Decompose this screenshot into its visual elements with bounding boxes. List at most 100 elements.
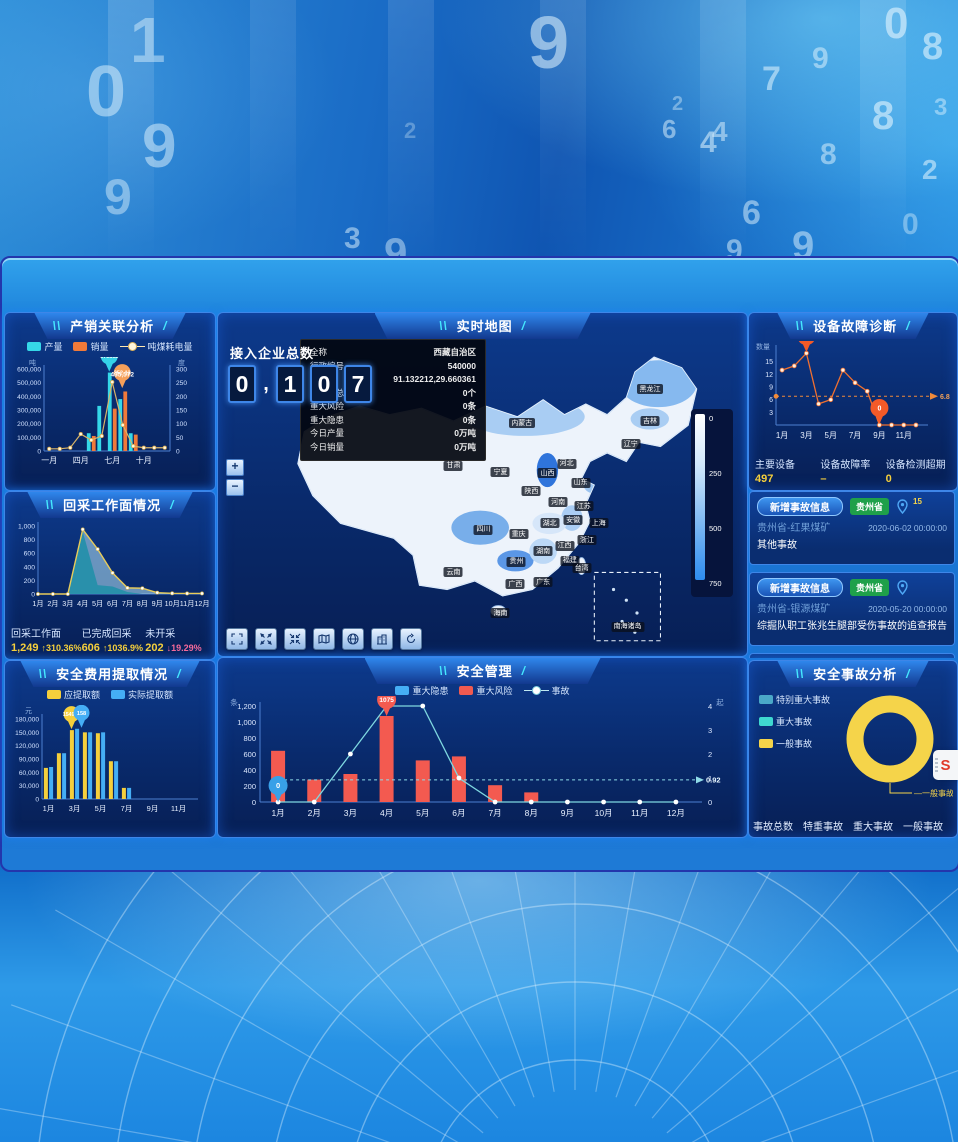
- svg-text:0: 0: [708, 798, 712, 807]
- province-label[interactable]: 海南: [490, 608, 510, 618]
- svg-text:4月: 4月: [380, 808, 393, 818]
- svg-text:1: 1: [708, 774, 712, 783]
- panel-title-text: 安全管理: [456, 664, 513, 679]
- svg-text:1,000: 1,000: [18, 524, 35, 531]
- svg-text:500,000: 500,000: [17, 380, 41, 387]
- svg-text:800: 800: [243, 734, 256, 743]
- panel-title: \\ 安全管理 /: [365, 658, 601, 684]
- province-label[interactable]: 辽宁: [621, 439, 641, 450]
- svg-text:4: 4: [708, 702, 712, 711]
- province-label[interactable]: 陕西: [521, 486, 541, 497]
- legend-item-power[interactable]: 吨煤耗电量: [119, 340, 193, 353]
- svg-text:15: 15: [765, 359, 773, 366]
- panel-title: \\ 设备故障诊断 /: [777, 313, 928, 339]
- svg-text:5月: 5月: [95, 804, 107, 813]
- province-label[interactable]: 山西: [537, 468, 557, 479]
- province-label[interactable]: 广西: [505, 579, 525, 590]
- province-label[interactable]: 宁夏: [490, 467, 510, 478]
- buildings-icon[interactable]: [371, 628, 393, 650]
- expand-icon[interactable]: [255, 628, 277, 650]
- panel-title: \\ 实时地图 /: [375, 313, 591, 339]
- svg-text:2月: 2月: [308, 808, 321, 818]
- svg-text:8月: 8月: [525, 808, 538, 818]
- terrain-map-icon[interactable]: [313, 628, 335, 650]
- legend-item-output[interactable]: 产量: [27, 340, 62, 353]
- svg-text:9月: 9月: [147, 804, 159, 813]
- province-label[interactable]: 台湾: [572, 563, 592, 574]
- province-label[interactable]: 广东: [533, 577, 553, 588]
- legend: 应提取额 实际提取额: [5, 688, 215, 701]
- svg-text:起: 起: [716, 698, 724, 707]
- globe-icon[interactable]: [342, 628, 364, 650]
- legend-item-extreme[interactable]: 特别重大事故: [759, 693, 830, 706]
- title-slash-icon: \\: [438, 318, 448, 333]
- svg-text:1,000: 1,000: [237, 718, 256, 727]
- collapse-icon[interactable]: [284, 628, 306, 650]
- province-label[interactable]: 贵州: [506, 556, 526, 567]
- province-label[interactable]: 吉林: [640, 416, 660, 426]
- legend-item-hazard[interactable]: 重大隐患: [395, 684, 448, 697]
- title-slash-icon: /: [906, 666, 911, 681]
- svg-text:0: 0: [276, 781, 280, 790]
- province-label[interactable]: 湖南: [533, 546, 553, 557]
- legend-item-accident[interactable]: 事故: [523, 684, 570, 697]
- svg-text:200: 200: [243, 782, 256, 791]
- province-label[interactable]: 安徽: [563, 515, 583, 526]
- title-slash-icon: /: [163, 318, 168, 333]
- province-label[interactable]: 四川: [473, 524, 493, 535]
- province-label[interactable]: 河南: [548, 497, 568, 508]
- new-accident-button[interactable]: 新增事故信息: [757, 578, 843, 597]
- province-label[interactable]: 山东: [571, 477, 591, 488]
- title-slash-icon: \\: [438, 663, 448, 678]
- province-label[interactable]: 内蒙古: [508, 418, 535, 429]
- province-label[interactable]: 云南: [443, 567, 463, 578]
- province-label[interactable]: 上海: [589, 518, 609, 529]
- title-slash-icon: \\: [795, 666, 805, 681]
- province-label[interactable]: 浙江: [577, 535, 597, 546]
- province-label[interactable]: 福建: [560, 555, 580, 566]
- legend-item-due[interactable]: 应提取额: [46, 688, 100, 701]
- province-label[interactable]: 重庆: [509, 529, 529, 540]
- svg-text:元: 元: [25, 707, 32, 715]
- background-digit: 6: [662, 114, 677, 144]
- legend-item-major[interactable]: 重大事故: [759, 715, 830, 728]
- province-label[interactable]: 江苏: [574, 501, 594, 512]
- refresh-icon[interactable]: [400, 628, 422, 650]
- tooltip-row: 今日产量 0万吨: [310, 428, 476, 438]
- stat-recovery-face: 回采工作面 1,249 ↑310.36%: [11, 629, 82, 654]
- province-label[interactable]: 河北: [557, 458, 577, 469]
- zoom-in-button[interactable]: +: [226, 459, 244, 476]
- accident-date: 2020-05-20 00:00:00: [868, 604, 947, 614]
- svg-text:0: 0: [37, 449, 41, 456]
- svg-text:3月: 3月: [344, 808, 357, 818]
- province-label[interactable]: 黑龙江: [637, 384, 663, 394]
- globe-wireframe: [0, 610, 958, 1142]
- province-label[interactable]: 江西: [555, 540, 575, 551]
- background-digit: 2: [922, 154, 938, 185]
- fit-screen-icon[interactable]: [226, 628, 248, 650]
- province-label[interactable]: 甘肃: [443, 460, 463, 471]
- accident-card[interactable]: 新增事故信息 贵州省 贵州省-银源煤矿 2020-05-20 00:00:00 综掘队职…: [749, 572, 955, 646]
- new-accident-button[interactable]: 新增事故信息: [757, 497, 843, 516]
- svg-text:12月: 12月: [667, 808, 685, 818]
- svg-text:度: 度: [178, 358, 185, 367]
- background-digit: 0: [86, 52, 127, 132]
- legend-item-risk[interactable]: 重大风险: [459, 684, 513, 697]
- connected-enterprises-label: 接入企业总数: [230, 346, 315, 361]
- location-pin-icon: [897, 499, 908, 514]
- legend-item-actual[interactable]: 实际提取额: [111, 688, 173, 701]
- accident-card[interactable]: 新增事故信息 贵州省 15 贵州省-红果煤矿 2020-06-02 00:00:00 其他…: [749, 491, 955, 565]
- safety-management-chart: 1,200 1,000 800 600 400 200 0 4 3 2 1 0 条 起 0.92 1月 2月 3月…: [230, 696, 724, 818]
- pin-count: 15: [913, 497, 922, 506]
- accident-list: 新增事故信息 贵州省 15 贵州省-红果煤矿 2020-06-02 00:00:00 其他…: [748, 491, 956, 658]
- svg-text:2月: 2月: [47, 599, 58, 608]
- svg-text:6月: 6月: [452, 808, 465, 818]
- province-label[interactable]: 湖北: [540, 518, 560, 529]
- svg-text:12月: 12月: [194, 599, 209, 608]
- zoom-out-button[interactable]: −: [226, 479, 244, 496]
- svg-text:四月: 四月: [73, 456, 89, 465]
- floating-widget-button[interactable]: S: [933, 750, 958, 780]
- legend-item-sales[interactable]: 销量: [73, 340, 109, 353]
- legend-item-general[interactable]: 一般事故: [759, 737, 830, 750]
